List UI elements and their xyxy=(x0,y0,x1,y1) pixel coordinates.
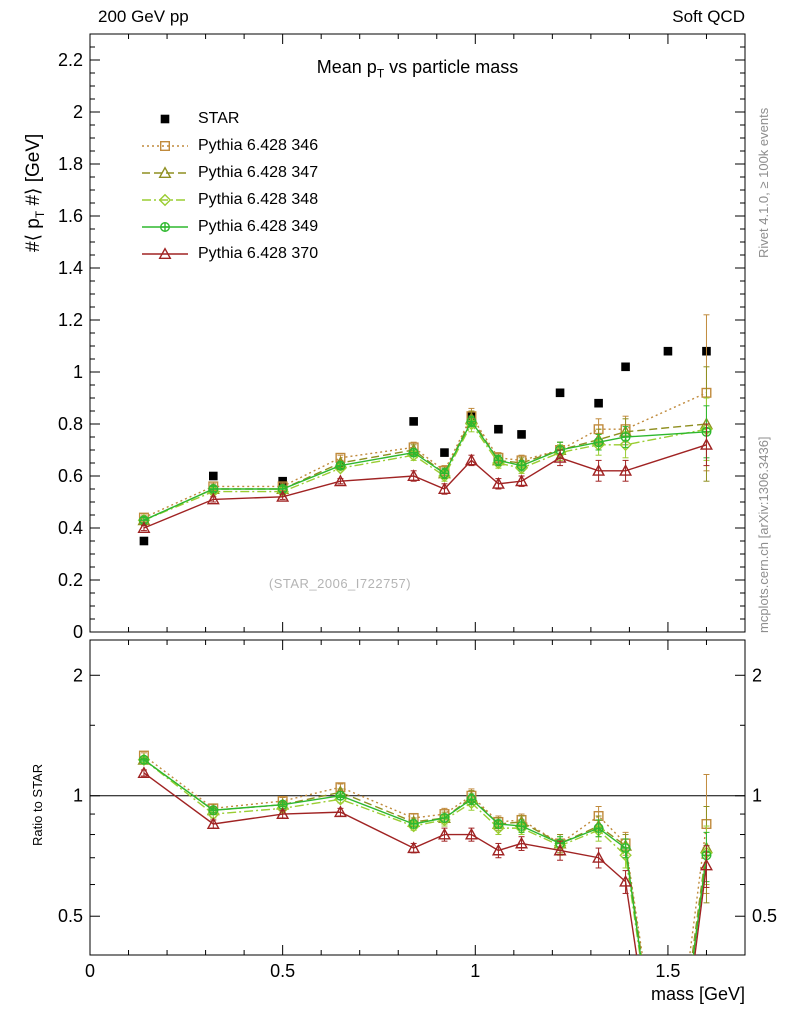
y-axis-title-sub: T xyxy=(32,210,47,219)
svg-text:1.2: 1.2 xyxy=(58,310,83,330)
analysis-id-watermark: (STAR_2006_I722757) xyxy=(268,576,412,591)
svg-text:0.6: 0.6 xyxy=(58,466,83,486)
y-axis-title-pre: #⟨ p xyxy=(23,218,44,252)
legend-label-star: STAR xyxy=(198,109,240,127)
y-axis-title-post: #⟩ [GeV] xyxy=(23,133,44,211)
svg-text:0: 0 xyxy=(73,622,83,642)
process-label: Soft QCD xyxy=(672,7,745,26)
legend-label-pythia-347: Pythia 6.428 347 xyxy=(198,163,319,181)
beam-energy-label: 200 GeV pp xyxy=(98,7,189,26)
legend: STAR Pythia 6.428 346 Pythia 6.428 347 P… xyxy=(140,105,318,267)
svg-text:0.5: 0.5 xyxy=(752,906,777,926)
plot-title-pre: Mean p xyxy=(316,57,377,77)
svg-text:0.8: 0.8 xyxy=(58,414,83,434)
ratio-series-layer xyxy=(137,750,713,955)
svg-text:1.6: 1.6 xyxy=(58,206,83,226)
rivet-version-note: Rivet 4.1.0, ≥ 100k events xyxy=(756,107,771,258)
x-axis-title: mass [GeV] xyxy=(650,984,745,1004)
svg-text:2: 2 xyxy=(73,665,83,685)
legend-item-pythia-346: Pythia 6.428 346 xyxy=(140,132,318,159)
mcplots-citation-note: mcplots.cern.ch [arXiv:1306.3436] xyxy=(756,436,771,633)
svg-text:1: 1 xyxy=(73,362,83,382)
plot-title-sub: T xyxy=(376,66,385,81)
legend-item-pythia-349: Pythia 6.428 349 xyxy=(140,213,318,240)
main-series-layer xyxy=(137,314,713,546)
svg-text:1.5: 1.5 xyxy=(655,961,680,981)
pythia-347-marker-icon xyxy=(142,165,188,178)
svg-text:1: 1 xyxy=(73,786,83,806)
svg-text:2: 2 xyxy=(73,102,83,122)
svg-text:2: 2 xyxy=(752,665,762,685)
plot-title-post: vs particle mass xyxy=(384,57,519,77)
pythia-349-marker-icon xyxy=(142,221,188,232)
legend-item-pythia-347: Pythia 6.428 347 xyxy=(140,159,318,186)
pythia-370-marker-icon xyxy=(142,246,188,259)
star-marker-icon xyxy=(160,114,170,123)
legend-label-pythia-349: Pythia 6.428 349 xyxy=(198,217,319,235)
pythia-346-marker-icon xyxy=(142,140,188,151)
legend-label-pythia-370: Pythia 6.428 370 xyxy=(198,244,319,262)
ratio-panel-frame xyxy=(89,639,746,956)
svg-text:1: 1 xyxy=(470,961,480,981)
y-axis-title-ratio: Ratio to STAR xyxy=(30,763,45,846)
svg-text:0.5: 0.5 xyxy=(270,961,295,981)
y-axis-title-main: #⟨ pT #⟩ [GeV] xyxy=(22,134,47,252)
legend-label-pythia-348: Pythia 6.428 348 xyxy=(198,190,319,208)
svg-text:2.2: 2.2 xyxy=(58,50,83,70)
legend-label-pythia-346: Pythia 6.428 346 xyxy=(198,136,319,154)
svg-text:0.2: 0.2 xyxy=(58,570,83,590)
svg-text:0: 0 xyxy=(85,961,95,981)
pythia-348-marker-icon xyxy=(142,193,188,206)
legend-item-star: STAR xyxy=(140,105,318,132)
svg-text:1.4: 1.4 xyxy=(58,258,83,278)
svg-text:0.4: 0.4 xyxy=(58,518,83,538)
svg-text:1.8: 1.8 xyxy=(58,154,83,174)
plot-title: Mean pT vs particle mass xyxy=(90,57,745,81)
legend-item-pythia-370: Pythia 6.428 370 xyxy=(140,240,318,267)
legend-item-pythia-348: Pythia 6.428 348 xyxy=(140,186,318,213)
svg-text:1: 1 xyxy=(752,786,762,806)
svg-text:0.5: 0.5 xyxy=(58,906,83,926)
